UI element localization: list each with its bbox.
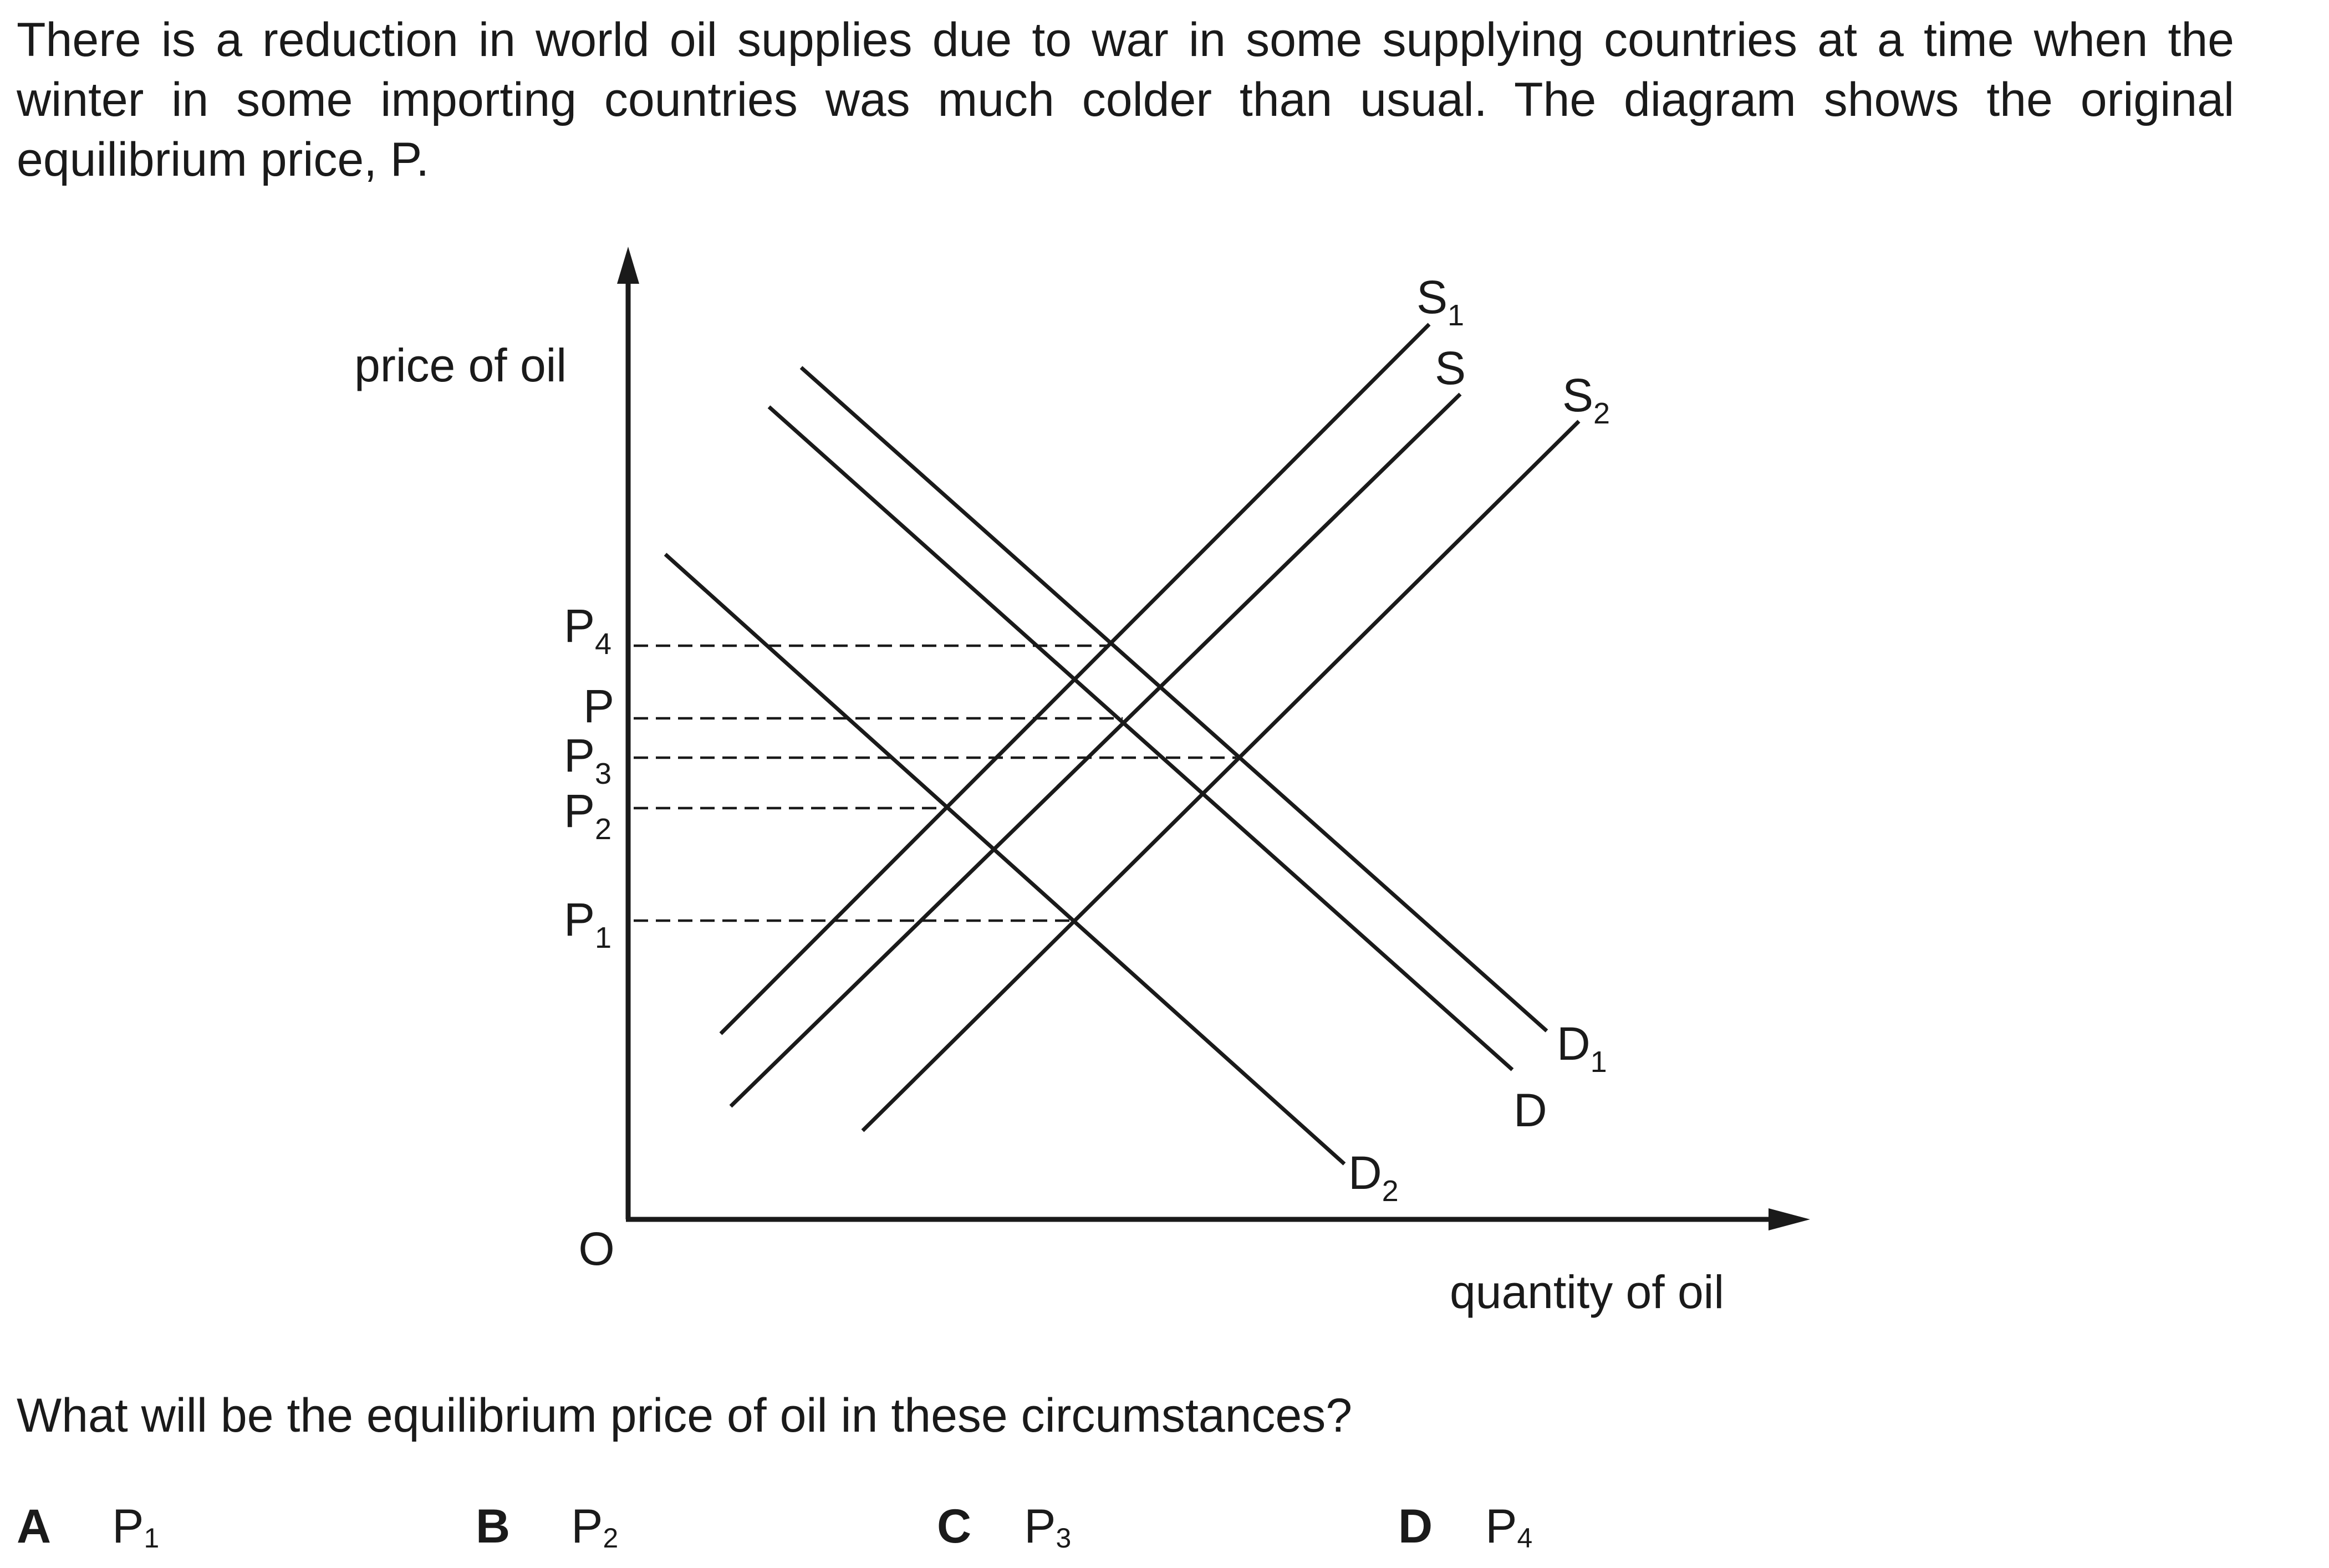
option-letter: A	[17, 1500, 52, 1553]
price-label-p4: P4	[564, 600, 611, 661]
svg-text:P3: P3	[564, 729, 611, 790]
supply-curve-s2	[861, 420, 1581, 1132]
svg-text:S1: S1	[1416, 271, 1464, 332]
price-label-p3: P3	[564, 729, 611, 790]
price-label-p2: P2	[564, 785, 611, 846]
option-a[interactable]: A P1	[17, 1497, 159, 1568]
question-text: What will be the equilibrium price of oi…	[17, 1389, 1353, 1442]
supply-label-s2: S2	[1562, 369, 1610, 430]
svg-text:S: S	[1435, 342, 1466, 394]
origin-label: O	[578, 1223, 614, 1275]
intro-text: There is a reduction in world oil suppli…	[17, 13, 2234, 186]
svg-text:D: D	[1513, 1084, 1547, 1136]
demand-curve-d1	[799, 366, 1548, 1033]
option-value: P3	[1024, 1500, 1072, 1554]
option-c[interactable]: C P3	[937, 1497, 1071, 1568]
supply-curve-s	[729, 392, 1462, 1108]
option-letter: B	[476, 1500, 511, 1553]
price-label-p: P	[583, 680, 614, 732]
svg-text:P2: P2	[564, 785, 611, 846]
price-label-p1: P1	[564, 893, 611, 954]
svg-text:P1: P1	[564, 893, 611, 954]
x-axis-label: quantity of oil	[1450, 1266, 1724, 1318]
demand-curve-d2	[664, 553, 1346, 1166]
demand-curve-d	[767, 405, 1514, 1071]
demand-label-d1: D1	[1557, 1018, 1607, 1079]
supply-label-s: S	[1435, 342, 1466, 394]
option-letter: C	[937, 1500, 972, 1553]
option-value: P2	[571, 1500, 619, 1554]
svg-text:P: P	[583, 680, 614, 732]
y-axis-label: price of oil	[354, 339, 567, 391]
supply-label-s1: S1	[1416, 271, 1464, 332]
svg-text:D1: D1	[1557, 1018, 1607, 1079]
y-axis-arrowhead	[617, 247, 639, 284]
demand-label-d2: D2	[1348, 1147, 1399, 1208]
svg-text:D2: D2	[1348, 1147, 1399, 1208]
x-axis-arrowhead	[1769, 1208, 1810, 1230]
svg-text:P4: P4	[564, 600, 611, 661]
option-letter: D	[1398, 1500, 1433, 1553]
svg-text:S2: S2	[1562, 369, 1610, 430]
demand-label-d: D	[1513, 1084, 1547, 1136]
option-value: P1	[112, 1500, 160, 1554]
option-d[interactable]: D P4	[1398, 1497, 1532, 1568]
option-value: P4	[1485, 1500, 1533, 1554]
option-b[interactable]: B P2	[476, 1497, 618, 1568]
